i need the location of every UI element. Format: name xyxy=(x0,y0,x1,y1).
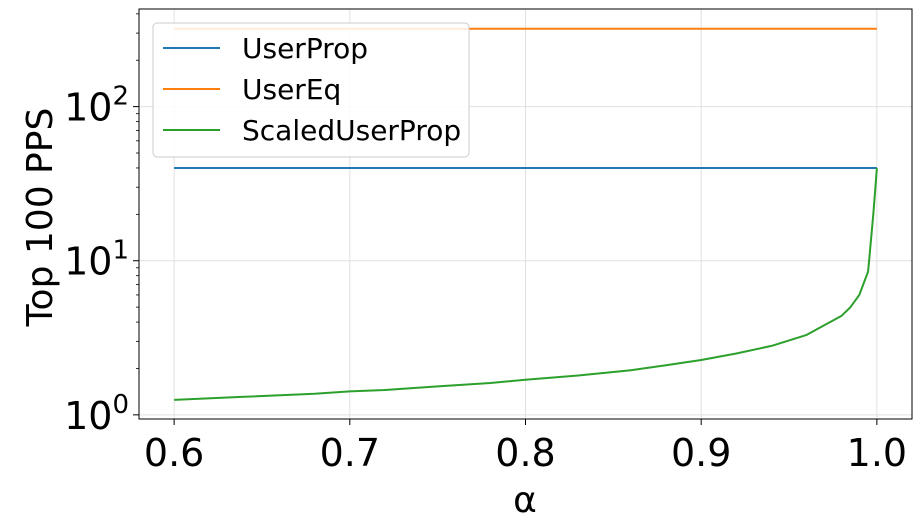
y-tick-label: 102 xyxy=(64,82,129,130)
x-tick-label: 0.6 xyxy=(144,431,204,475)
x-tick-label: 0.7 xyxy=(320,431,380,475)
legend-box xyxy=(152,22,470,158)
y-axis-label: Top 100 PPS xyxy=(20,108,61,328)
legend: UserProp UserEq ScaledUserProp xyxy=(152,22,470,158)
x-axis-label: α xyxy=(513,480,537,521)
series-line-scaleduserprop xyxy=(174,167,878,401)
x-tick-label: 0.8 xyxy=(495,431,555,475)
axis-ticks: 0.6 0.7 0.8 0.9 1.0 100 101 102 xyxy=(64,13,907,475)
legend-label: ScaledUserProp xyxy=(242,114,461,147)
y-tick-label: 100 xyxy=(64,390,129,438)
legend-label: UserProp xyxy=(242,32,368,65)
x-tick-label: 0.9 xyxy=(671,431,731,475)
legend-label: UserEq xyxy=(242,73,341,106)
x-tick-label: 1.0 xyxy=(847,431,907,475)
y-tick-label: 101 xyxy=(64,236,129,284)
